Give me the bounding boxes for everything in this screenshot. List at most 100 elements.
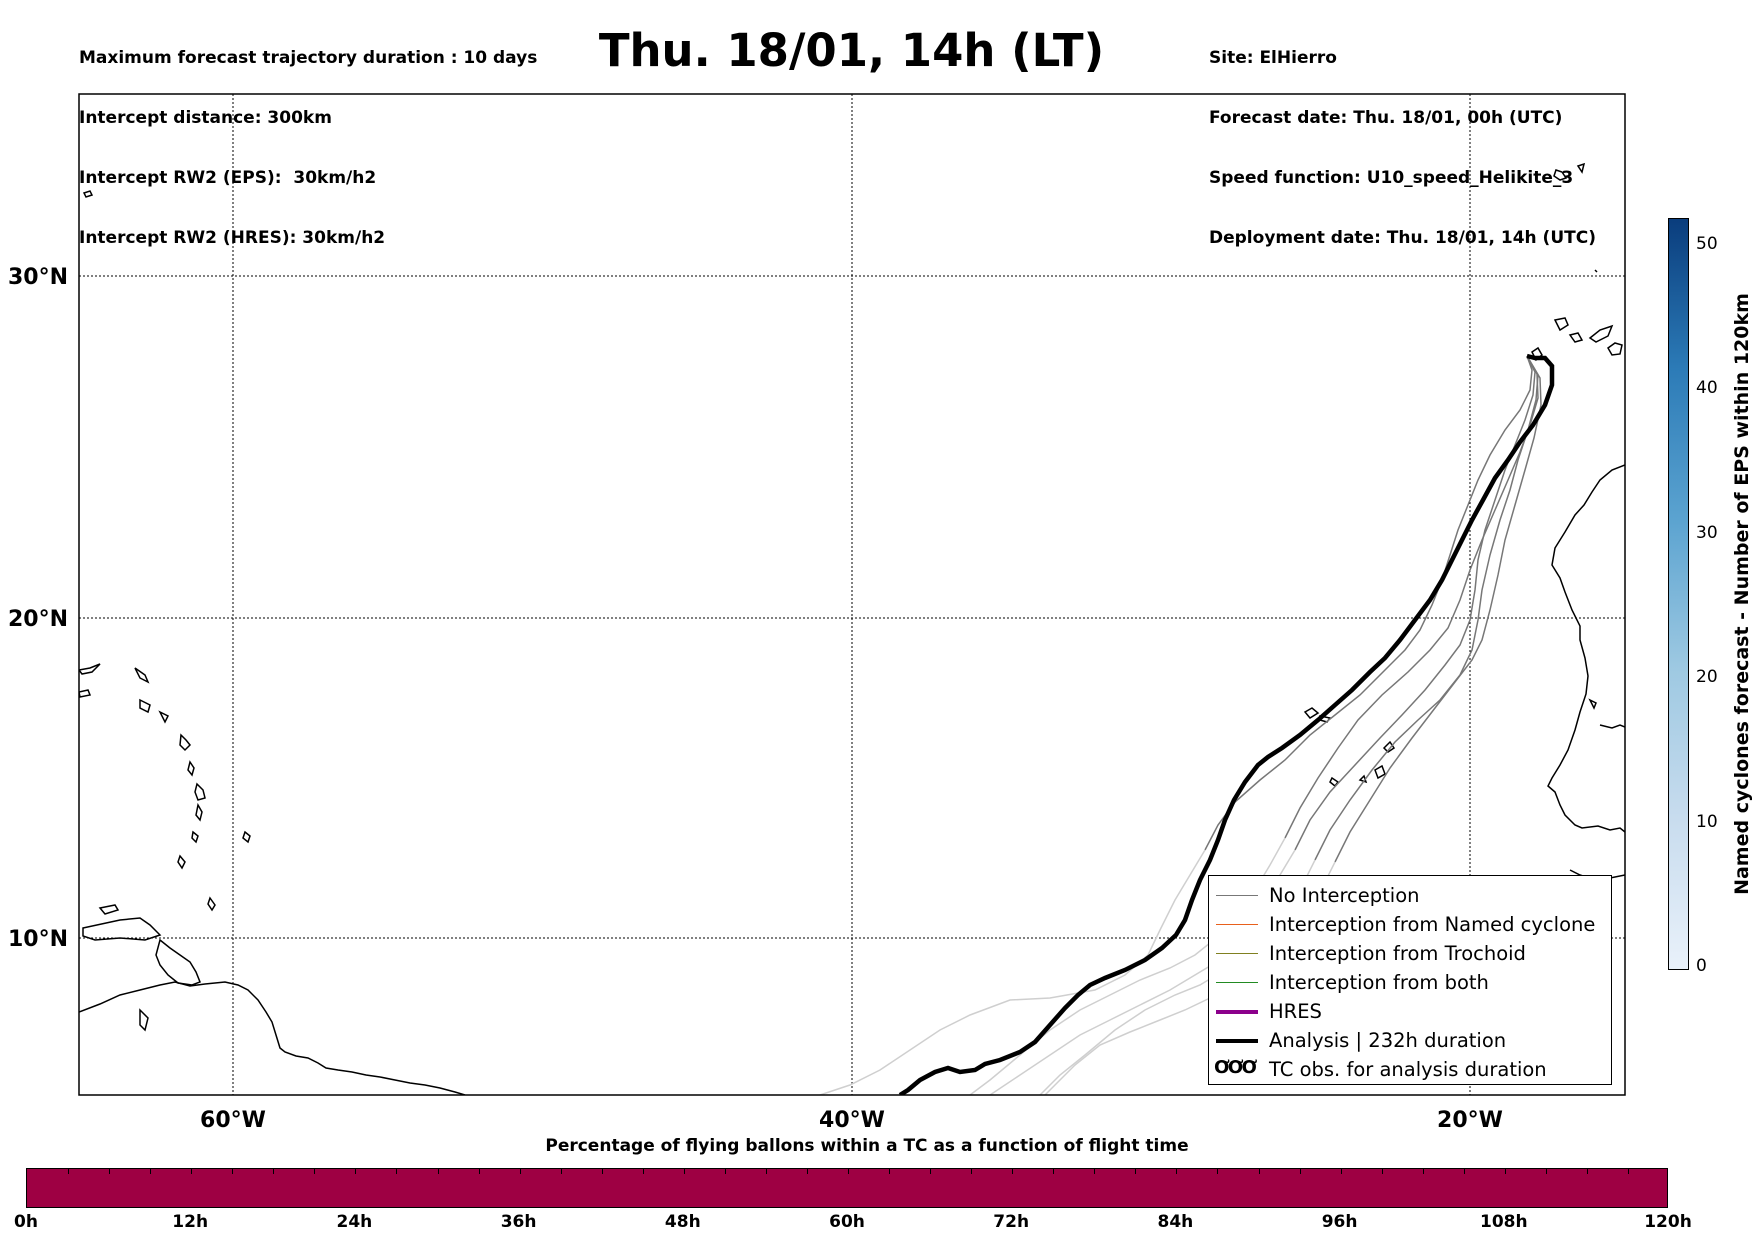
- vertical-colorbar-tick-label: 40: [1696, 378, 1718, 399]
- map-frame: [78, 93, 1626, 1096]
- colorbar-tick-mark: [806, 1169, 808, 1174]
- vertical-colorbar-tick-label: 0: [1696, 956, 1707, 976]
- colorbar-tick-mark: [68, 1169, 70, 1174]
- horizontal-colorbar-tick-label: 120h: [1644, 1212, 1692, 1232]
- legend-swatch: [1216, 953, 1258, 954]
- legend-item-tc-obs: ƠƠƠ TC obs. for analysis duration: [1209, 1055, 1611, 1084]
- lat-label-20n: 20°N: [8, 607, 68, 632]
- eps-trajectory: [1294, 355, 1536, 851]
- coastlines: [79, 162, 1625, 1095]
- intercept-eps-text: Intercept RW2 (EPS): 30km/h2: [79, 168, 377, 188]
- colorbar-tick-mark: [724, 1169, 726, 1174]
- colorbar-tick-mark: [765, 1169, 767, 1174]
- intercept-hres-text: Intercept RW2 (HRES): 30km/h2: [79, 228, 386, 248]
- colorbar-tick-mark: [1176, 1169, 1178, 1174]
- site-text: Site: ElHierro: [1209, 48, 1337, 68]
- legend-swatch: [1216, 924, 1258, 925]
- legend-label: TC obs. for analysis duration: [1269, 1058, 1547, 1081]
- legend-item-analysis: Analysis | 232h duration: [1209, 1026, 1611, 1055]
- colorbar-tick-mark: [1340, 1169, 1342, 1174]
- colorbar-tick-mark: [1463, 1169, 1465, 1174]
- colorbar-tick-mark: [191, 1169, 193, 1174]
- canary-islands: [1553, 317, 1569, 332]
- vertical-colorbar-tick-label: 30: [1696, 522, 1718, 543]
- horizontal-colorbar-title: Percentage of flying ballons within a TC…: [545, 1136, 1189, 1156]
- horizontal-colorbar-tick-label: 108h: [1480, 1212, 1528, 1232]
- colorbar-tick-mark: [1381, 1169, 1383, 1174]
- colorbar-tick-mark: [396, 1169, 398, 1174]
- colorbar-tick-mark: [232, 1169, 234, 1174]
- colorbar-tick-mark: [1217, 1169, 1219, 1174]
- horizontal-colorbar-tick-label: 60h: [829, 1212, 865, 1232]
- colorbar-tick-mark: [1504, 1169, 1506, 1174]
- lon-label-20w: 20°W: [1437, 1108, 1503, 1133]
- legend-label: Interception from Trochoid: [1269, 942, 1526, 965]
- colorbar-tick-mark: [1053, 1169, 1055, 1174]
- horizontal-colorbar-tick-label: 24h: [336, 1212, 373, 1232]
- legend-label: Analysis | 232h duration: [1269, 1029, 1507, 1052]
- colorbar-tick-mark: [601, 1169, 603, 1174]
- analysis-trajectory: [898, 353, 1555, 1095]
- south-america-coast: [79, 981, 466, 1095]
- intercept-distance-text: Intercept distance: 300km: [79, 108, 332, 128]
- cape-verde-islands: [1303, 707, 1320, 719]
- header-left-info: Maximum forecast trajectory duration : 1…: [79, 8, 537, 268]
- trinidad-gulf: [155, 938, 201, 986]
- forecast-date-text: Forecast date: Thu. 18/01, 00h (UTC): [1209, 108, 1563, 128]
- legend-label: No Interception: [1269, 884, 1420, 907]
- vertical-colorbar-title: Named cyclones forecast - Number of EPS …: [1731, 293, 1752, 895]
- legend-swatch: [1216, 1010, 1258, 1014]
- colorbar-tick-mark: [683, 1169, 685, 1174]
- eps-trajectory: [1204, 355, 1533, 851]
- africa-coast: [1547, 464, 1625, 833]
- legend-item-both: Interception from both: [1209, 968, 1611, 997]
- colorbar-tick-mark: [1586, 1169, 1588, 1174]
- lon-label-40w: 40°W: [819, 1108, 885, 1133]
- eps-trajectory: [1284, 355, 1539, 839]
- horizontal-colorbar: [26, 1168, 1668, 1208]
- colorbar-tick-mark: [642, 1169, 644, 1174]
- lat-label-30n: 30°N: [8, 265, 68, 290]
- legend-swatch: [1216, 1039, 1258, 1043]
- horizontal-colorbar-tick-label: 84h: [1157, 1212, 1194, 1232]
- horizontal-colorbar-tick-label: 96h: [1321, 1212, 1358, 1232]
- horizontal-colorbar-tick-label: 12h: [172, 1212, 209, 1232]
- antilles-island: [179, 733, 192, 752]
- colorbar-tick-mark: [1299, 1169, 1301, 1174]
- colorbar-tick-mark: [930, 1169, 932, 1174]
- deployment-date-text: Deployment date: Thu. 18/01, 14h (UTC): [1209, 228, 1596, 248]
- legend-swatch: [1216, 982, 1258, 983]
- horizontal-colorbar-tick-label: 48h: [664, 1212, 701, 1232]
- colorbar-tick-mark: [1627, 1169, 1629, 1174]
- colorbar-tick-mark: [1135, 1169, 1137, 1174]
- speed-function-text: Speed function: U10_speed_Helikite_3: [1209, 168, 1574, 188]
- colorbar-tick-mark: [273, 1169, 275, 1174]
- colorbar-tick-mark: [971, 1169, 973, 1174]
- colorbar-tick-mark: [848, 1169, 849, 1174]
- page-title: Thu. 18/01, 14h (LT): [598, 24, 1105, 77]
- map-legend: No Interception Interception from Named …: [1208, 875, 1612, 1085]
- colorbar-tick-mark: [1545, 1169, 1547, 1174]
- colorbar-tick-mark: [889, 1169, 891, 1174]
- colorbar-tick-mark: [519, 1169, 521, 1174]
- lon-label-60w: 60°W: [200, 1108, 266, 1133]
- eps-trajectory: [1334, 355, 1542, 863]
- colorbar-tick-mark: [1012, 1169, 1014, 1174]
- vertical-colorbar-tick-label: 10: [1696, 811, 1718, 832]
- horizontal-colorbar-tick-label: 0h: [14, 1212, 38, 1232]
- legend-swatch: [1216, 895, 1258, 896]
- legend-item-named-cyclone: Interception from Named cyclone: [1209, 910, 1611, 939]
- legend-label: Interception from both: [1269, 971, 1489, 994]
- colorbar-tick-mark: [560, 1169, 562, 1174]
- colorbar-tick-mark: [355, 1169, 357, 1174]
- lat-label-10n: 10°N: [8, 927, 68, 952]
- colorbar-tick-mark: [478, 1169, 480, 1174]
- horizontal-colorbar-tick-label: 36h: [500, 1212, 537, 1232]
- header-right-info: Site: ElHierro Forecast date: Thu. 18/01…: [1209, 8, 1596, 268]
- vertical-colorbar: [1668, 218, 1689, 970]
- colorbar-tick-mark: [314, 1169, 316, 1174]
- legend-label: HRES: [1269, 1000, 1322, 1023]
- colorbar-tick-mark: [150, 1169, 152, 1174]
- colorbar-tick-mark: [1258, 1169, 1260, 1174]
